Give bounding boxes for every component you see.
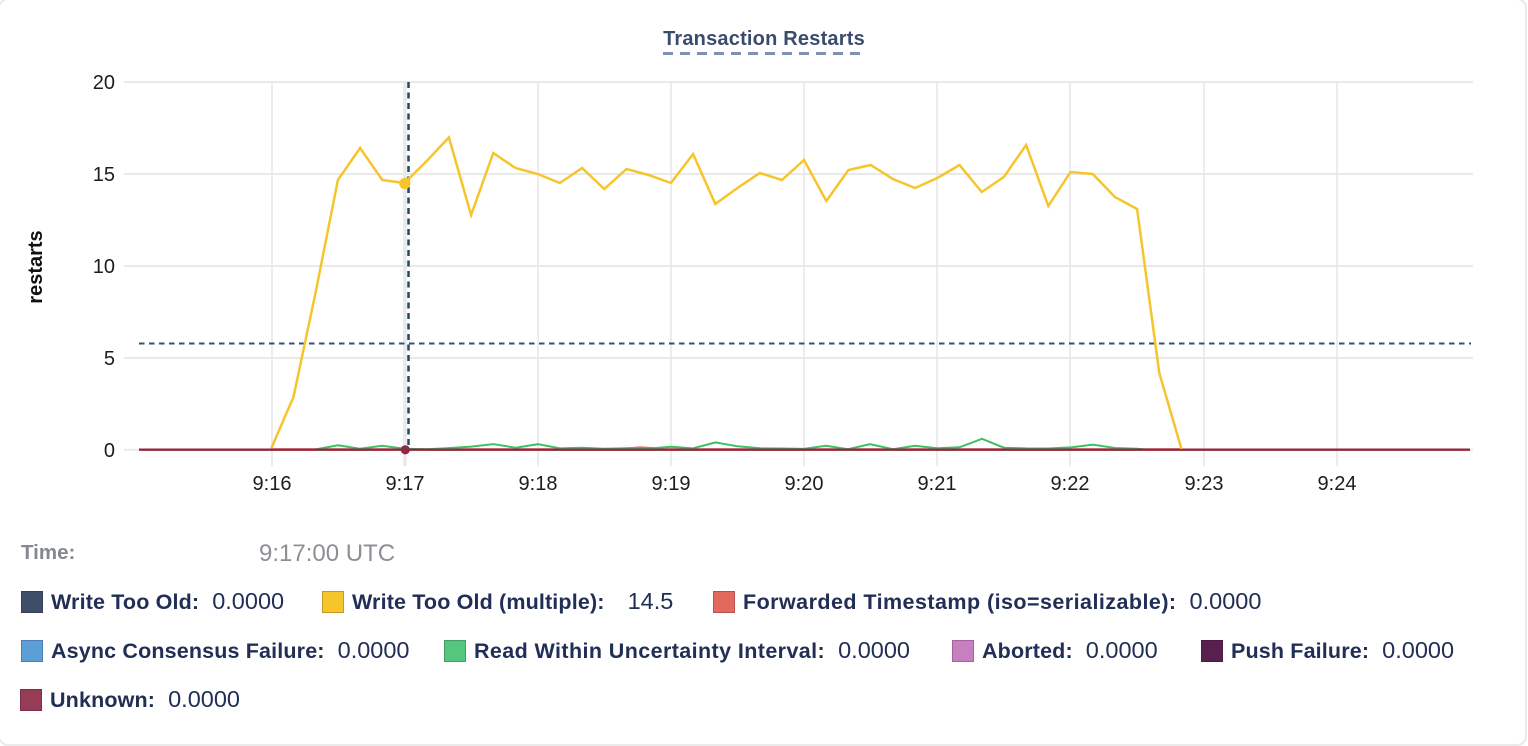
- svg-text:15: 15: [93, 164, 115, 186]
- svg-text:5: 5: [104, 348, 115, 370]
- svg-text:9:21: 9:21: [918, 473, 957, 495]
- svg-text:20: 20: [93, 72, 115, 94]
- svg-text:9:17: 9:17: [386, 473, 425, 495]
- svg-text:0: 0: [104, 440, 115, 462]
- svg-text:9:20: 9:20: [785, 473, 824, 495]
- svg-text:9:24: 9:24: [1318, 473, 1357, 495]
- svg-text:9:16: 9:16: [253, 473, 292, 495]
- svg-text:9:18: 9:18: [519, 473, 558, 495]
- svg-text:10: 10: [93, 256, 115, 278]
- svg-text:9:22: 9:22: [1051, 473, 1090, 495]
- svg-text:9:19: 9:19: [652, 473, 691, 495]
- svg-text:restarts: restarts: [25, 230, 47, 303]
- svg-text:9:23: 9:23: [1185, 473, 1224, 495]
